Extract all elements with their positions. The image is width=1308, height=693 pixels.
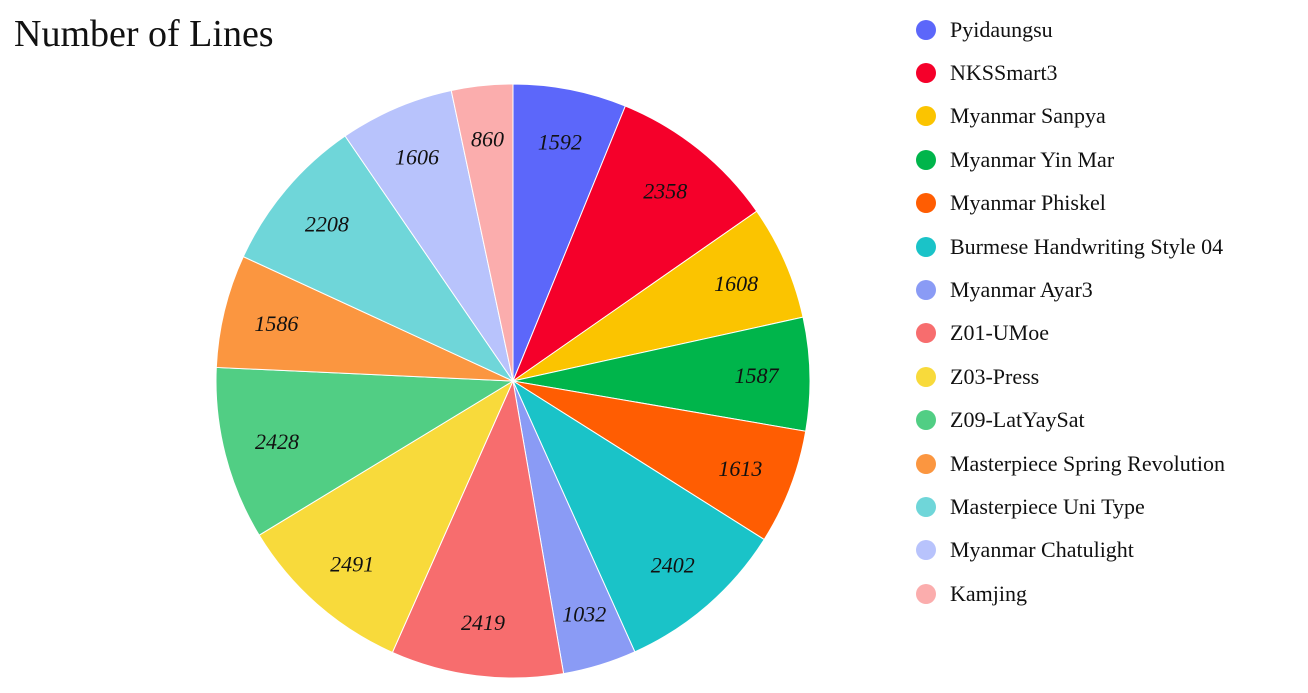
legend-label: Masterpiece Uni Type xyxy=(950,493,1145,519)
legend-item-z03-press[interactable]: Z03-Press xyxy=(916,355,1225,398)
pie-slice-myanmar-sanpya[interactable] xyxy=(512,210,804,382)
legend-label: Z09-LatYaySat xyxy=(950,407,1085,433)
pie-slice-kamjing[interactable] xyxy=(450,83,514,382)
legend-label: Myanmar Phiskel xyxy=(950,190,1106,216)
legend: Pyidaungsu NKSSmart3 Myanmar Sanpya Myanmar… xyxy=(916,8,1225,615)
pie-slice-z01-umoe[interactable] xyxy=(391,379,565,679)
slice-value-label: 1608 xyxy=(714,271,758,296)
legend-item-nkssmart3[interactable]: NKSSmart3 xyxy=(916,51,1225,94)
pie-slice-z09-latyaysat[interactable] xyxy=(215,366,515,536)
slice-value-label: 2419 xyxy=(461,610,505,635)
legend-item-masterpiece-spring-revolution[interactable]: Masterpiece Spring Revolution xyxy=(916,442,1225,485)
legend-label: Myanmar Chatulight xyxy=(950,537,1134,563)
pie-slice-burmese-handwriting-style-04[interactable] xyxy=(511,379,765,653)
pie-chart: 1592 2358 1608 1587 1613 2402 1032 2419 2491 2428… xyxy=(215,83,811,679)
legend-label: Myanmar Ayar3 xyxy=(950,277,1093,303)
legend-item-burmese-handwriting-style-04[interactable]: Burmese Handwriting Style 04 xyxy=(916,225,1225,268)
legend-swatch-icon xyxy=(916,193,936,214)
legend-swatch-icon xyxy=(916,453,936,474)
slice-value-label: 860 xyxy=(471,126,504,151)
pie-value-labels: 1592 2358 1608 1587 1613 2402 1032 2419 2491 2428… xyxy=(254,126,779,635)
legend-swatch-icon xyxy=(916,583,936,604)
legend-swatch-icon xyxy=(916,149,936,170)
pie-slice-nkssmart3[interactable] xyxy=(511,105,758,383)
legend-item-myanmar-sanpya[interactable]: Myanmar Sanpya xyxy=(916,95,1225,138)
chart-title: Number of Lines xyxy=(14,13,274,55)
pie-slice-myanmar-phiskel[interactable] xyxy=(512,380,807,541)
slice-value-label: 2428 xyxy=(255,429,299,454)
pie-slice-z03-press[interactable] xyxy=(258,379,515,654)
slice-value-label: 1586 xyxy=(254,311,298,336)
legend-swatch-icon xyxy=(916,366,936,387)
legend-item-myanmar-phiskel[interactable]: Myanmar Phiskel xyxy=(916,182,1225,225)
slice-value-label: 2491 xyxy=(330,551,374,576)
legend-item-myanmar-chatulight[interactable]: Myanmar Chatulight xyxy=(916,529,1225,572)
legend-label: NKSSmart3 xyxy=(950,60,1058,86)
legend-item-myanmar-yin-mar[interactable]: Myanmar Yin Mar xyxy=(916,138,1225,181)
slice-value-label: 2358 xyxy=(643,178,687,203)
legend-swatch-icon xyxy=(916,63,936,84)
pie-slices xyxy=(215,83,811,679)
legend-item-z01-umoe[interactable]: Z01-UMoe xyxy=(916,312,1225,355)
legend-label: Kamjing xyxy=(950,580,1027,606)
legend-swatch-icon xyxy=(916,19,936,40)
legend-item-z09-latyaysat[interactable]: Z09-LatYaySat xyxy=(916,399,1225,442)
legend-swatch-icon xyxy=(916,540,936,561)
slice-value-label: 1587 xyxy=(735,363,780,388)
legend-swatch-icon xyxy=(916,496,936,517)
legend-label: Z01-UMoe xyxy=(950,320,1049,346)
legend-swatch-icon xyxy=(916,323,936,344)
legend-label: Myanmar Yin Mar xyxy=(950,146,1115,172)
pie-slice-myanmar-chatulight[interactable] xyxy=(344,89,514,382)
legend-item-pyidaungsu[interactable]: Pyidaungsu xyxy=(916,8,1225,51)
slice-value-label: 1592 xyxy=(538,130,582,155)
slice-value-label: 1613 xyxy=(718,456,762,481)
legend-item-masterpiece-uni-type[interactable]: Masterpiece Uni Type xyxy=(916,485,1225,528)
legend-swatch-icon xyxy=(916,280,936,301)
legend-label: Masterpiece Spring Revolution xyxy=(950,450,1225,476)
legend-label: Burmese Handwriting Style 04 xyxy=(950,233,1224,259)
legend-label: Z03-Press xyxy=(950,363,1040,389)
slice-value-label: 2208 xyxy=(305,211,349,236)
pie-slice-pyidaungsu[interactable] xyxy=(512,83,626,382)
legend-swatch-icon xyxy=(916,106,936,127)
legend-item-myanmar-ayar3[interactable]: Myanmar Ayar3 xyxy=(916,268,1225,311)
legend-item-kamjing[interactable]: Kamjing xyxy=(916,572,1225,615)
legend-label: Pyidaungsu xyxy=(950,16,1053,42)
legend-label: Myanmar Sanpya xyxy=(950,103,1106,129)
legend-swatch-icon xyxy=(916,410,936,431)
slice-value-label: 2402 xyxy=(651,552,695,577)
pie-slice-masterpiece-uni-type[interactable] xyxy=(242,135,515,383)
slice-value-label: 1032 xyxy=(562,601,606,626)
legend-swatch-icon xyxy=(916,236,936,257)
slice-value-label: 1606 xyxy=(395,145,439,170)
